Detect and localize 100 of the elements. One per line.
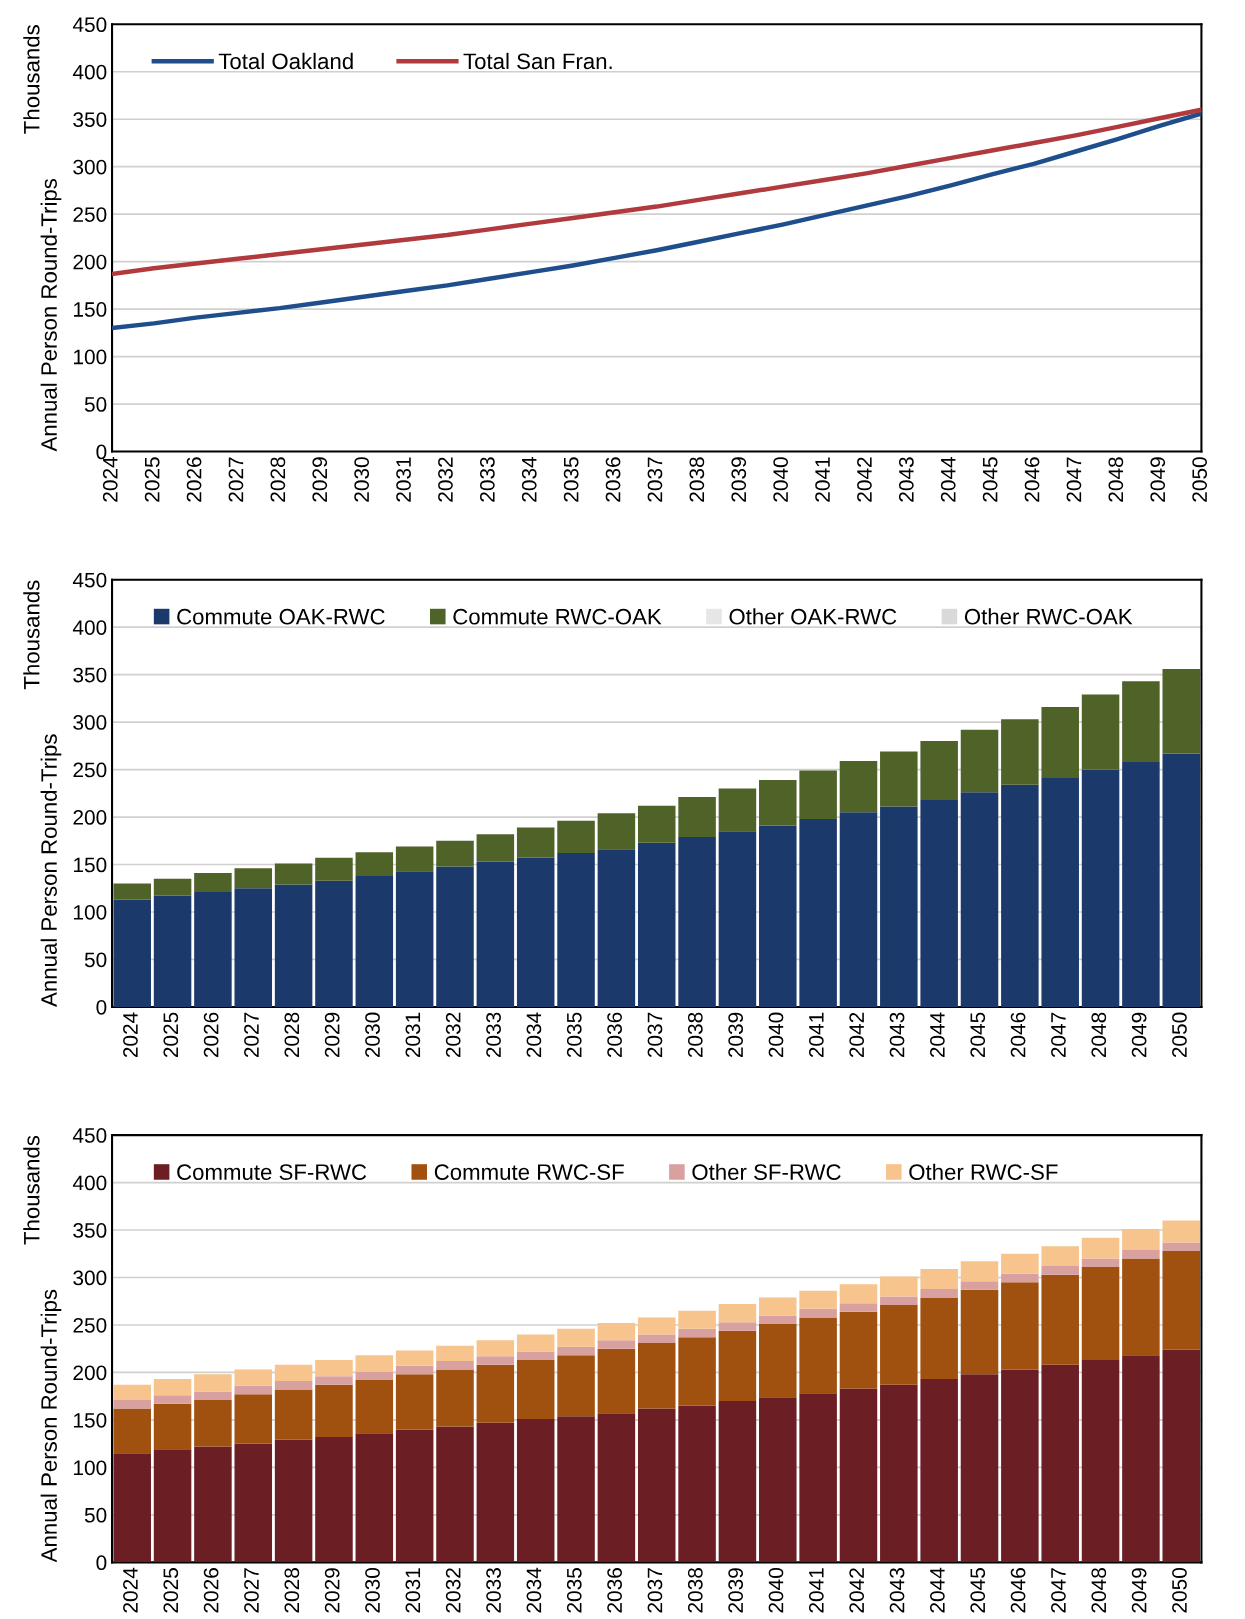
x-tick-label: 2035 bbox=[566, 1568, 582, 1613]
x-tick-label: 2037 bbox=[647, 1568, 663, 1613]
x-tick-label: 2046 bbox=[1024, 457, 1040, 502]
bar bbox=[799, 1308, 837, 1318]
x-tick-label: 2040 bbox=[768, 1568, 784, 1613]
legend-label: Other SF-RWC bbox=[692, 1163, 841, 1180]
bar bbox=[1122, 1355, 1160, 1563]
bar bbox=[637, 805, 676, 843]
bar bbox=[880, 1305, 918, 1385]
bar bbox=[920, 799, 958, 1007]
bar bbox=[678, 1328, 716, 1338]
x-tick-label: 2024 bbox=[123, 1567, 138, 1613]
x-tick-label: 2030 bbox=[365, 1568, 380, 1613]
x-tick-label: 2024 bbox=[123, 1012, 138, 1058]
x-tick-label: 2034 bbox=[521, 456, 537, 502]
x-tick-label: 2026 bbox=[186, 457, 202, 502]
bar bbox=[718, 1322, 757, 1331]
bar bbox=[637, 1317, 676, 1335]
bar bbox=[355, 1371, 394, 1381]
y-tick-label: 300 bbox=[73, 715, 107, 730]
bar bbox=[1041, 706, 1079, 779]
bar bbox=[1081, 769, 1120, 1007]
x-tick-label: 2046 bbox=[1010, 1568, 1026, 1613]
bar bbox=[839, 761, 878, 813]
bar bbox=[1122, 761, 1160, 1007]
bar bbox=[759, 825, 797, 1007]
bar bbox=[880, 751, 918, 807]
bar bbox=[880, 806, 918, 1007]
bar bbox=[1041, 1266, 1079, 1275]
x-tick-label: 2035 bbox=[563, 457, 579, 502]
x-tick-label: 2029 bbox=[324, 1568, 340, 1613]
y-tick-label: 250 bbox=[73, 207, 107, 222]
bar bbox=[839, 1388, 878, 1563]
x-tick-label: 2047 bbox=[1066, 457, 1082, 502]
bar bbox=[274, 884, 313, 1007]
bar bbox=[597, 849, 636, 1007]
bar bbox=[234, 868, 273, 889]
bar bbox=[1001, 1282, 1039, 1370]
bar bbox=[153, 1379, 192, 1396]
bar bbox=[557, 1416, 595, 1563]
bar bbox=[516, 1334, 555, 1352]
bar bbox=[355, 852, 394, 876]
bar bbox=[839, 1311, 878, 1389]
bar bbox=[718, 1400, 757, 1563]
x-tick-label: 2047 bbox=[1051, 1568, 1066, 1613]
bar bbox=[637, 842, 676, 1007]
bar bbox=[1001, 719, 1039, 785]
y-tick-label: 300 bbox=[73, 159, 107, 175]
bar bbox=[315, 857, 353, 881]
x-tick-label: 2039 bbox=[731, 457, 747, 502]
bar bbox=[1041, 1246, 1079, 1267]
bar bbox=[839, 1284, 878, 1304]
bar bbox=[1122, 681, 1160, 762]
x-tick-label: 2041 bbox=[808, 1012, 824, 1058]
bar bbox=[355, 875, 394, 1007]
y-tick-label: 350 bbox=[73, 112, 107, 127]
bar bbox=[799, 1317, 837, 1394]
bar bbox=[1081, 1237, 1120, 1259]
text: Thousands bbox=[23, 580, 40, 690]
bar bbox=[234, 1385, 273, 1395]
bar bbox=[113, 1408, 151, 1454]
y-tick-label: 350 bbox=[73, 1223, 107, 1238]
line-series bbox=[112, 107, 1202, 277]
y-tick-label: 200 bbox=[73, 1365, 107, 1381]
bar bbox=[516, 1351, 555, 1361]
bar bbox=[194, 1399, 232, 1447]
bar bbox=[637, 1334, 676, 1344]
x-tick-label: 2030 bbox=[354, 457, 370, 502]
legend-label: Commute RWC-SF bbox=[434, 1164, 624, 1180]
y-tick-label: 50 bbox=[84, 952, 107, 968]
bar bbox=[839, 812, 878, 1007]
y-tick-label: 200 bbox=[73, 254, 107, 270]
legend-label: Other OAK-RWC bbox=[729, 608, 897, 625]
bar bbox=[516, 857, 555, 1007]
bar bbox=[274, 1439, 313, 1563]
bar bbox=[113, 883, 151, 900]
bar bbox=[1122, 1249, 1160, 1259]
x-tick-label: 2034 bbox=[526, 1567, 542, 1613]
bar bbox=[920, 1379, 958, 1563]
y-tick-label: 150 bbox=[74, 857, 107, 873]
bar bbox=[1162, 1220, 1201, 1243]
bar bbox=[597, 1340, 636, 1349]
x-tick-label: 2048 bbox=[1091, 1012, 1107, 1058]
bar bbox=[194, 892, 232, 1007]
legend-label: Commute SF-RWC bbox=[177, 1164, 367, 1180]
bar bbox=[1081, 694, 1120, 770]
bar bbox=[1081, 1267, 1120, 1361]
bar bbox=[355, 1433, 394, 1563]
bar bbox=[395, 1365, 434, 1375]
x-tick-label: 2036 bbox=[607, 1012, 622, 1058]
bar bbox=[799, 1393, 837, 1563]
x-tick-label: 2045 bbox=[970, 1012, 986, 1058]
text: Thousands bbox=[23, 25, 40, 134]
x-tick-label: 2048 bbox=[1108, 457, 1124, 502]
bar bbox=[355, 1355, 394, 1372]
y-tick-label: 100 bbox=[74, 1460, 107, 1476]
x-tick-label: 2042 bbox=[857, 457, 872, 502]
x-tick-label: 2048 bbox=[1091, 1568, 1107, 1613]
bar bbox=[1162, 753, 1201, 1007]
bar bbox=[637, 1343, 676, 1409]
